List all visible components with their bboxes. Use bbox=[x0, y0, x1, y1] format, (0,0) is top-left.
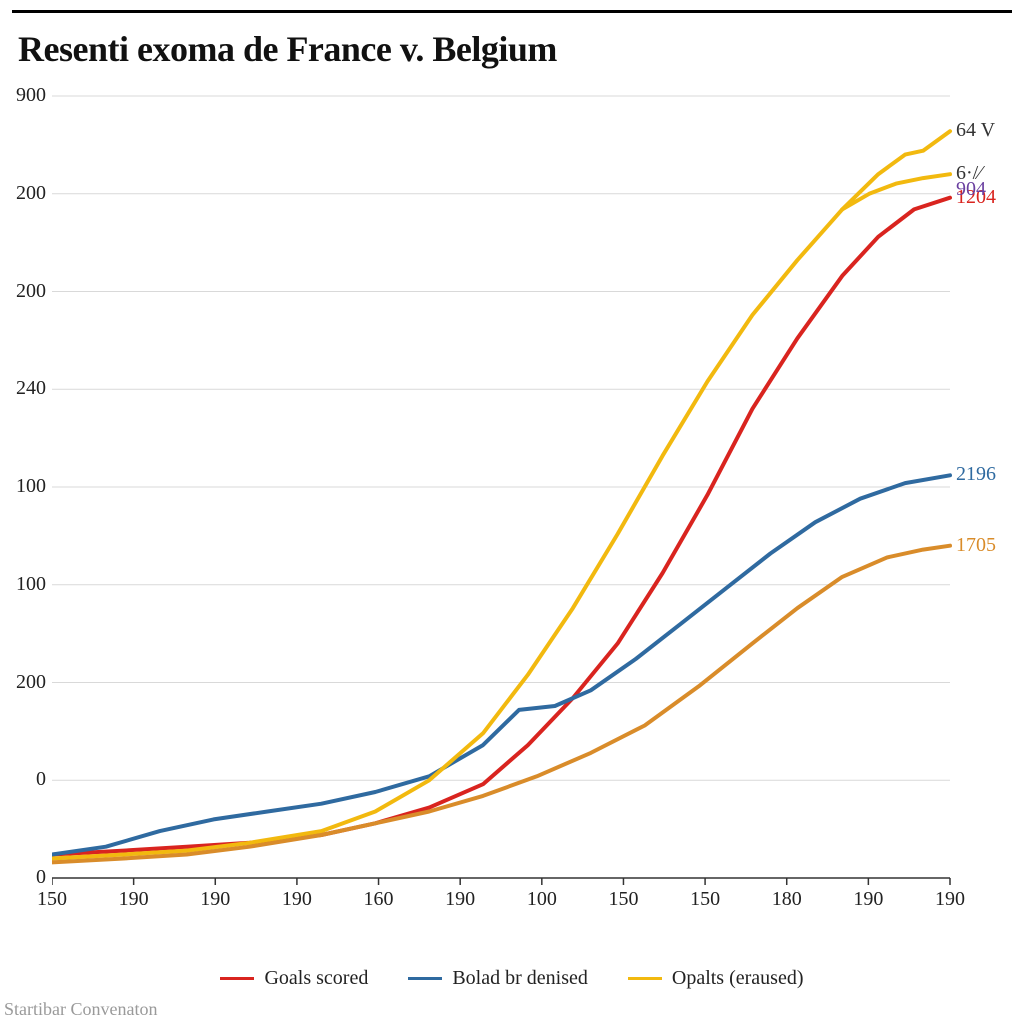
legend-swatch bbox=[628, 977, 662, 980]
series-end-label: 1705 bbox=[956, 534, 996, 557]
y-tick-label: 900 bbox=[0, 84, 46, 107]
chart-title: Resenti exoma de France v. Belgium bbox=[18, 28, 557, 70]
y-tick-label: 100 bbox=[0, 573, 46, 596]
legend-item: Opalts (eraused) bbox=[628, 967, 804, 990]
legend: Goals scored Bolad br denised Opalts (erau… bbox=[0, 967, 1024, 990]
plot-svg bbox=[52, 84, 962, 922]
y-tick-label: 0 bbox=[0, 768, 46, 791]
legend-label: Goals scored bbox=[264, 967, 368, 990]
top-rule bbox=[12, 10, 1012, 13]
series-end-label: 64 V bbox=[956, 119, 995, 142]
y-tick-label: 0 bbox=[0, 866, 46, 889]
y-tick-label: 200 bbox=[0, 671, 46, 694]
series-end-label: 2196 bbox=[956, 463, 996, 486]
y-tick-label: 240 bbox=[0, 377, 46, 400]
legend-item: Bolad br denised bbox=[408, 967, 588, 990]
legend-item: Goals scored bbox=[220, 967, 368, 990]
legend-swatch bbox=[220, 977, 254, 980]
footer-text: Startibar Convenaton bbox=[4, 999, 157, 1020]
chart-frame: Resenti exoma de France v. Belgium 0 0 200… bbox=[0, 0, 1024, 1024]
legend-label: Opalts (eraused) bbox=[672, 967, 804, 990]
y-tick-label: 200 bbox=[0, 182, 46, 205]
legend-swatch bbox=[408, 977, 442, 980]
plot-area bbox=[52, 84, 962, 922]
y-tick-label: 200 bbox=[0, 280, 46, 303]
series-end-label: 904 bbox=[956, 178, 986, 201]
legend-label: Bolad br denised bbox=[452, 967, 588, 990]
y-tick-label: 100 bbox=[0, 475, 46, 498]
